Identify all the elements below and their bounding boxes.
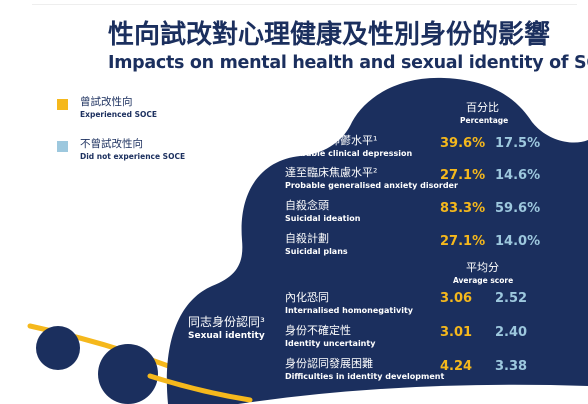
value-no-soce: 17.5% bbox=[495, 136, 541, 151]
top-divider bbox=[32, 4, 577, 5]
page-subtitle: Impacts on mental health and sexual iden… bbox=[108, 53, 588, 73]
value-soce: 4.24 bbox=[440, 359, 473, 374]
large-bubble bbox=[98, 344, 158, 404]
yellow-arc-front bbox=[147, 373, 253, 403]
value-no-soce: 59.6% bbox=[495, 201, 541, 216]
legend-swatch-blue bbox=[57, 141, 68, 152]
row-label-en: Internalised homonegativity bbox=[285, 306, 413, 315]
small-bubble bbox=[36, 326, 80, 370]
value-soce: 83.3% bbox=[440, 201, 486, 216]
legend-label-en: Experienced SOCE bbox=[80, 110, 158, 119]
row-label-zh: 自殺計劃 bbox=[285, 232, 329, 245]
page-title: 性向試改對心理健康及性別身份的影響 bbox=[108, 20, 551, 50]
row-label-en: Suicidal plans bbox=[285, 247, 348, 256]
legend-label-zh: 不曾試改性向 bbox=[80, 138, 143, 150]
row-label-en: Probable generalised anxiety disorder bbox=[285, 181, 458, 190]
legend-label-zh: 曾試改性向 bbox=[80, 96, 133, 108]
row-label-zh: 達至臨床焦慮水平² bbox=[285, 166, 378, 179]
average-header-en: Average score bbox=[453, 276, 514, 285]
row-label-zh: 達至臨床抑鬱水平¹ bbox=[285, 134, 378, 147]
sexual-identity-label-en: Sexual identity bbox=[188, 331, 265, 341]
value-no-soce: 2.52 bbox=[495, 291, 528, 306]
row-label-zh: 內化恐同 bbox=[285, 291, 329, 304]
white-wave bbox=[238, 384, 588, 404]
value-soce: 27.1% bbox=[440, 168, 486, 183]
percentage-header-zh: 百分比 bbox=[466, 101, 499, 114]
row-label-en: Probable clinical depression bbox=[285, 149, 413, 158]
value-soce: 3.06 bbox=[440, 291, 473, 306]
value-soce: 27.1% bbox=[440, 234, 486, 249]
row-label-en: Identity uncertainty bbox=[285, 339, 376, 348]
navy-cloud bbox=[166, 77, 588, 404]
legend-label-en: Did not experience SOCE bbox=[80, 152, 186, 161]
value-no-soce: 14.0% bbox=[495, 234, 541, 249]
percentage-header-en: Percentage bbox=[460, 116, 509, 125]
value-soce: 3.01 bbox=[440, 325, 473, 340]
row-label-zh: 身份不確定性 bbox=[285, 324, 351, 337]
average-header-zh: 平均分 bbox=[466, 261, 499, 274]
value-no-soce: 3.38 bbox=[495, 359, 528, 374]
row-label-zh: 身份認同發展困難 bbox=[285, 357, 373, 370]
value-no-soce: 14.6% bbox=[495, 168, 541, 183]
value-soce: 39.6% bbox=[440, 136, 486, 151]
value-no-soce: 2.40 bbox=[495, 325, 528, 340]
row-label-zh: 自殺念頭 bbox=[285, 199, 329, 212]
row-label-en: Suicidal ideation bbox=[285, 214, 361, 223]
sexual-identity-label-zh: 同志身份認同³ bbox=[188, 315, 265, 329]
legend-swatch-yellow bbox=[57, 99, 68, 110]
row-label-en: Difficulties in identity development bbox=[285, 372, 445, 381]
